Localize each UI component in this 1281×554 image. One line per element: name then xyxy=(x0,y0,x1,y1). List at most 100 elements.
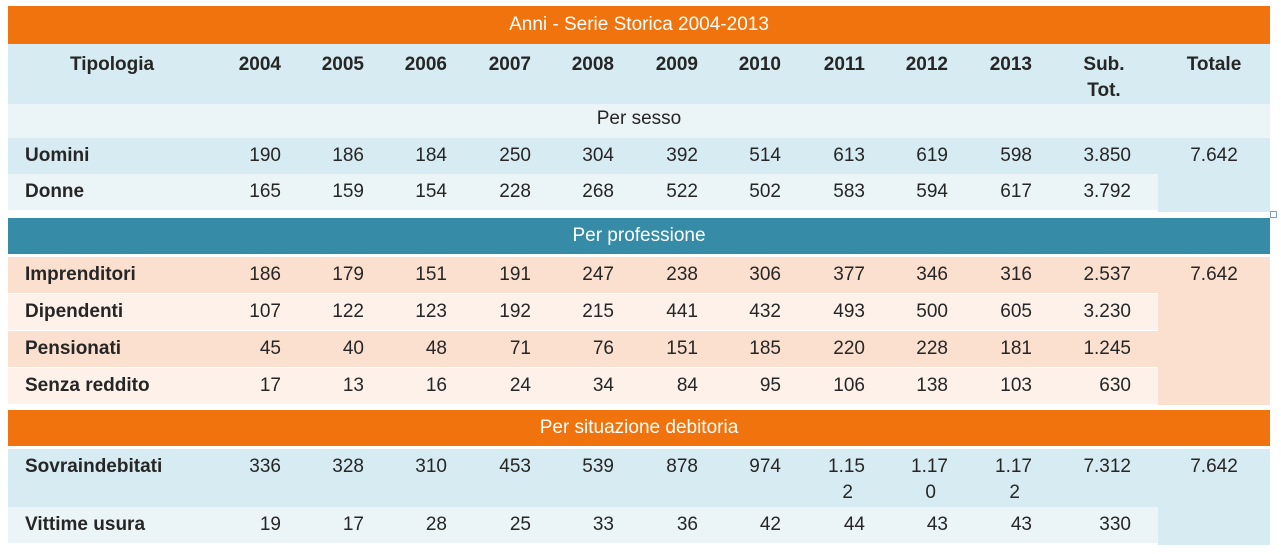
row-value: 228 xyxy=(916,338,948,359)
row-label: Senza reddito xyxy=(25,375,150,396)
row-value: 238 xyxy=(666,264,698,285)
row-value: 44 xyxy=(843,514,865,535)
row-value: 13 xyxy=(342,375,364,396)
row-value: 346 xyxy=(916,264,948,285)
row-value-wrapped: 1.17 2 xyxy=(972,454,1032,506)
row-value: 179 xyxy=(332,264,364,285)
row-value: 316 xyxy=(1000,264,1032,285)
row-value: 165 xyxy=(249,181,281,202)
row-value: 220 xyxy=(833,338,865,359)
header-year: 2005 xyxy=(321,54,364,75)
row-value: 122 xyxy=(332,301,364,322)
row-value: 181 xyxy=(1000,338,1032,359)
table-row: Vittime usura 19 17 28 25 33 36 42 44 43 43 330 xyxy=(8,507,1158,543)
header-year: 2011 xyxy=(823,54,865,75)
row-value: 28 xyxy=(425,514,447,535)
row-value: 500 xyxy=(916,301,948,322)
row-value: 48 xyxy=(425,338,447,359)
sesso-totale-cell xyxy=(1158,138,1270,212)
row-value: 619 xyxy=(916,145,948,166)
row-value: 453 xyxy=(499,456,531,477)
row-value: 441 xyxy=(666,301,698,322)
header-year: 2009 xyxy=(655,54,698,75)
header-subtot-line2: Tot. xyxy=(1087,80,1121,101)
table-row: Senza reddito 17 13 16 24 34 84 95 106 138 103 630 xyxy=(8,368,1158,404)
row-value: 43 xyxy=(926,514,948,535)
row-value: 247 xyxy=(582,264,614,285)
row-value: 192 xyxy=(499,301,531,322)
row-value: 336 xyxy=(249,456,281,477)
wrapped-line2: 2 xyxy=(1009,482,1020,503)
row-label: Donne xyxy=(25,181,85,202)
wrapped-line2: 0 xyxy=(925,482,936,503)
table-row: Sovraindebitati 336 328 310 453 539 878 974 7.31… xyxy=(8,449,1158,507)
row-value: 617 xyxy=(1000,181,1032,202)
row-value: 16 xyxy=(425,375,447,396)
debitoria-totale-cell xyxy=(1158,449,1270,545)
table-row: Uomini 190 186 184 250 304 392 514 613 619 598 3.85… xyxy=(8,138,1158,174)
row-label: Vittime usura xyxy=(25,514,146,535)
row-value: 36 xyxy=(676,514,698,535)
row-value: 304 xyxy=(582,145,614,166)
row-label: Dipendenti xyxy=(25,301,124,322)
row-value: 539 xyxy=(582,456,614,477)
header-year: 2012 xyxy=(905,54,948,75)
row-value: 522 xyxy=(666,181,698,202)
row-value: 974 xyxy=(749,456,781,477)
header-subtot-line1: Sub. xyxy=(1083,54,1125,75)
row-value: 190 xyxy=(249,145,281,166)
row-value: 215 xyxy=(582,301,614,322)
resize-handle[interactable] xyxy=(1270,211,1277,218)
row-value: 184 xyxy=(415,145,447,166)
row-value: 25 xyxy=(509,514,531,535)
row-value: 106 xyxy=(833,375,865,396)
header-row xyxy=(8,44,1270,104)
row-value: 377 xyxy=(833,264,865,285)
row-value: 76 xyxy=(592,338,614,359)
row-value: 154 xyxy=(415,181,447,202)
row-value: 45 xyxy=(259,338,281,359)
row-value: 605 xyxy=(1000,301,1032,322)
professione-totale: 7.642 xyxy=(1190,264,1238,285)
row-value: 123 xyxy=(415,301,447,322)
sesso-totale: 7.642 xyxy=(1190,145,1238,166)
header-year: 2008 xyxy=(571,54,614,75)
row-value: 151 xyxy=(666,338,698,359)
row-value-wrapped: 1.17 0 xyxy=(888,454,948,506)
row-value: 583 xyxy=(833,181,865,202)
row-value: 392 xyxy=(666,145,698,166)
row-value: 19 xyxy=(259,514,281,535)
row-subtot: 3.792 xyxy=(1083,181,1131,202)
debitoria-totale: 7.642 xyxy=(1190,456,1238,477)
row-value: 186 xyxy=(249,264,281,285)
table-title-band: Anni - Serie Storica 2004-2013 xyxy=(8,6,1270,44)
header-year: 2013 xyxy=(989,54,1032,75)
row-value: 138 xyxy=(916,375,948,396)
row-value: 42 xyxy=(759,514,781,535)
section-debitoria-label: Per situazione debitoria xyxy=(539,417,739,438)
section-professione-band: Per professione xyxy=(8,218,1270,254)
table-title: Anni - Serie Storica 2004-2013 xyxy=(509,14,769,35)
row-value: 328 xyxy=(332,456,364,477)
section-debitoria-band: Per situazione debitoria xyxy=(8,410,1270,446)
header-year: 2006 xyxy=(404,54,447,75)
row-value: 43 xyxy=(1010,514,1032,535)
row-value: 191 xyxy=(499,264,531,285)
header-year: 2004 xyxy=(238,54,281,75)
row-value: 24 xyxy=(509,375,531,396)
wrapped-line1: 1.17 xyxy=(911,456,948,477)
wrapped-line1: 1.15 xyxy=(828,456,865,477)
table-row: Pensionati 45 40 48 71 76 151 185 220 228 181 1.245 xyxy=(8,331,1158,367)
row-value: 107 xyxy=(249,301,281,322)
row-value: 250 xyxy=(499,145,531,166)
row-value: 185 xyxy=(749,338,781,359)
row-value: 71 xyxy=(509,338,531,359)
row-value: 514 xyxy=(749,145,781,166)
row-subtot: 3.850 xyxy=(1083,145,1131,166)
row-value: 432 xyxy=(749,301,781,322)
header-totale: Totale xyxy=(1186,54,1242,75)
row-value: 17 xyxy=(342,514,364,535)
row-value: 17 xyxy=(259,375,281,396)
section-sesso-label-row: Per sesso xyxy=(8,104,1270,138)
section-professione-label: Per professione xyxy=(572,225,706,246)
